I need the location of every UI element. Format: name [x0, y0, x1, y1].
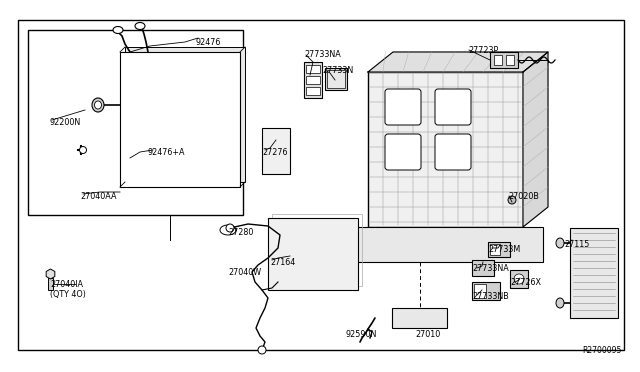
Bar [327, 70, 345, 88]
Ellipse shape [95, 101, 102, 109]
Text: 92476+A: 92476+A [148, 148, 186, 157]
Bar [125, 47, 245, 182]
Circle shape [508, 196, 516, 204]
Text: 27723P: 27723P [468, 46, 499, 55]
Bar [120, 52, 240, 187]
Polygon shape [368, 52, 548, 72]
Bar [306, 65, 320, 73]
Text: (QTY 4O): (QTY 4O) [50, 290, 86, 299]
Ellipse shape [556, 238, 564, 248]
FancyBboxPatch shape [435, 89, 471, 125]
Ellipse shape [556, 298, 564, 308]
Bar [392, 308, 447, 328]
Text: 27280: 27280 [228, 228, 253, 237]
Text: 27733NB: 27733NB [472, 292, 509, 301]
Bar [472, 282, 500, 300]
Circle shape [226, 224, 234, 232]
FancyBboxPatch shape [385, 89, 421, 125]
Bar [18, 20, 624, 350]
Bar [490, 244, 500, 255]
Text: 27040AA: 27040AA [80, 192, 116, 201]
Bar [48, 278, 53, 290]
Bar [506, 55, 514, 65]
Text: 27733N: 27733N [322, 66, 353, 75]
FancyBboxPatch shape [368, 72, 523, 227]
Text: 27164: 27164 [270, 258, 295, 267]
Circle shape [514, 274, 524, 284]
Text: 27276: 27276 [262, 148, 287, 157]
Bar [268, 218, 358, 290]
Bar [272, 214, 362, 286]
Bar [262, 128, 290, 174]
Text: 27733M: 27733M [488, 245, 520, 254]
Text: 27040IA: 27040IA [50, 280, 83, 289]
Text: 92476: 92476 [195, 38, 220, 47]
Text: 92590N: 92590N [346, 330, 378, 339]
Bar [494, 55, 502, 65]
Bar [510, 270, 528, 288]
Bar [490, 52, 518, 68]
Circle shape [258, 346, 266, 354]
FancyBboxPatch shape [435, 134, 471, 170]
Ellipse shape [79, 147, 86, 154]
Bar [570, 228, 618, 318]
Bar [472, 260, 494, 276]
Text: 27733NA: 27733NA [472, 264, 509, 273]
Bar [304, 62, 322, 98]
Bar [306, 87, 320, 95]
Bar [306, 76, 320, 84]
Bar [28, 30, 243, 215]
Text: 27726X: 27726X [510, 278, 541, 287]
Bar [488, 242, 510, 257]
Ellipse shape [135, 22, 145, 29]
Polygon shape [523, 52, 548, 227]
Ellipse shape [92, 98, 104, 112]
Bar [348, 227, 543, 262]
Text: 27010: 27010 [415, 330, 440, 339]
Text: 27733NA: 27733NA [304, 50, 340, 59]
Bar [325, 68, 347, 90]
FancyBboxPatch shape [385, 134, 421, 170]
Ellipse shape [113, 26, 123, 33]
Bar [474, 284, 486, 298]
Text: 27040W: 27040W [228, 268, 261, 277]
Text: 92200N: 92200N [50, 118, 81, 127]
Text: 27020B: 27020B [508, 192, 539, 201]
Text: R2700095: R2700095 [582, 346, 622, 355]
Text: 27115: 27115 [564, 240, 589, 249]
